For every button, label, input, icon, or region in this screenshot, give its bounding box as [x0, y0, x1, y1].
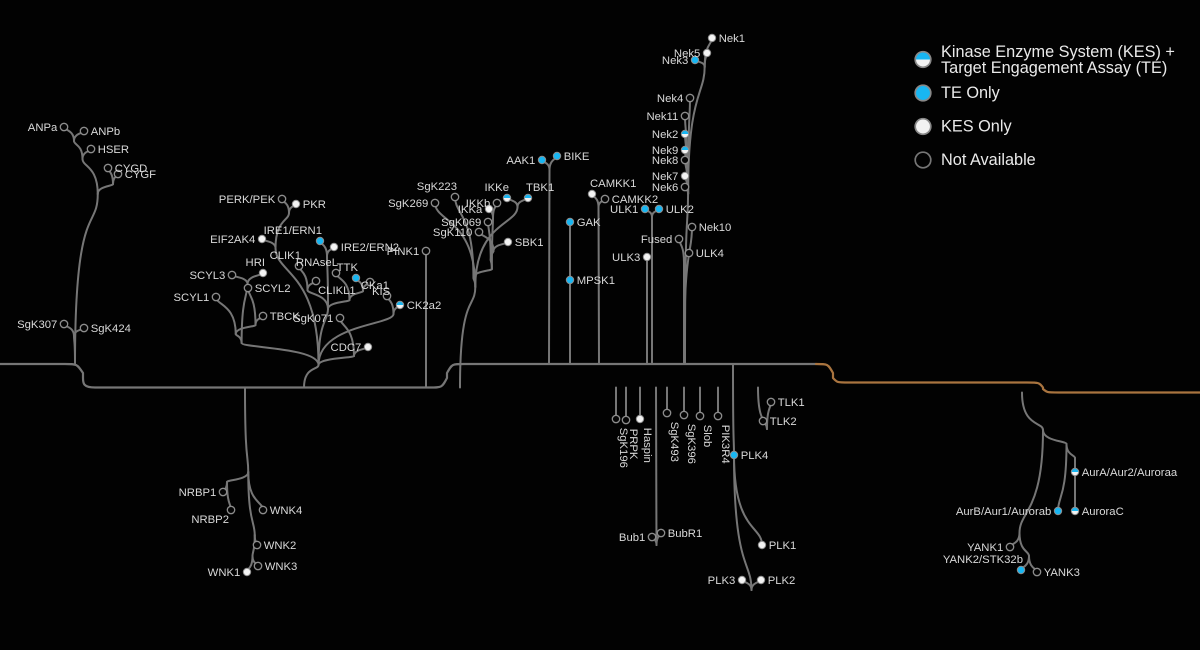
svg-text:Nek8: Nek8 — [652, 155, 678, 167]
svg-text:TLK1: TLK1 — [778, 397, 805, 409]
svg-text:ULK4: ULK4 — [696, 248, 724, 260]
svg-text:Nek3: Nek3 — [662, 55, 688, 67]
svg-text:SgK071: SgK071 — [293, 313, 333, 325]
svg-text:MPSK1: MPSK1 — [577, 275, 615, 287]
svg-text:EIF2AK4: EIF2AK4 — [210, 234, 255, 246]
svg-text:WNK1: WNK1 — [208, 567, 241, 579]
svg-text:SCYL2: SCYL2 — [255, 283, 291, 295]
svg-text:IKKa: IKKa — [458, 204, 483, 216]
svg-text:SgK223: SgK223 — [417, 181, 457, 193]
svg-text:IKKe: IKKe — [485, 182, 510, 194]
svg-text:PIK3R4: PIK3R4 — [719, 425, 731, 464]
svg-text:WNK3: WNK3 — [265, 561, 298, 573]
svg-text:WNK4: WNK4 — [270, 505, 303, 517]
svg-text:PLK3: PLK3 — [708, 575, 736, 587]
svg-text:KES Only: KES Only — [941, 118, 1012, 136]
svg-text:SgK493: SgK493 — [668, 422, 680, 462]
svg-text:TLK2: TLK2 — [770, 416, 797, 428]
svg-text:ULK3: ULK3 — [612, 252, 640, 264]
svg-text:PRPK: PRPK — [627, 429, 639, 460]
svg-text:Nek1: Nek1 — [719, 33, 745, 45]
svg-text:Nek6: Nek6 — [652, 182, 678, 194]
svg-text:SBK1: SBK1 — [515, 237, 544, 249]
svg-text:CK2a2: CK2a2 — [407, 300, 442, 312]
svg-text:CAMKK1: CAMKK1 — [590, 178, 636, 190]
svg-text:IRE1/ERN1: IRE1/ERN1 — [264, 225, 322, 237]
svg-text:Nek2: Nek2 — [652, 129, 678, 141]
svg-text:NRBP2: NRBP2 — [191, 514, 229, 526]
svg-text:TE Only: TE Only — [941, 84, 1001, 102]
svg-text:NRBP1: NRBP1 — [179, 487, 217, 499]
svg-text:PKR: PKR — [303, 199, 326, 211]
svg-text:Nek4: Nek4 — [657, 93, 683, 105]
svg-text:Nek11: Nek11 — [646, 111, 678, 123]
svg-text:TTK: TTK — [337, 262, 359, 274]
svg-text:YANK1: YANK1 — [967, 542, 1003, 554]
svg-text:WNK2: WNK2 — [264, 540, 297, 552]
svg-text:ANPb: ANPb — [91, 126, 121, 138]
svg-text:GAK: GAK — [577, 217, 601, 229]
svg-text:RNAseL: RNAseL — [296, 257, 338, 269]
svg-text:YANK3: YANK3 — [1044, 567, 1080, 579]
svg-text:HRI: HRI — [246, 257, 265, 269]
svg-text:SgK396: SgK396 — [685, 424, 697, 464]
svg-text:PERK/PEK: PERK/PEK — [219, 194, 276, 206]
svg-text:BIKE: BIKE — [564, 151, 590, 163]
svg-text:YANK2/STK32b: YANK2/STK32b — [943, 554, 1023, 566]
svg-text:Haspin: Haspin — [641, 428, 653, 463]
svg-text:SCYL1: SCYL1 — [174, 292, 210, 304]
svg-text:AuroraC: AuroraC — [1082, 506, 1124, 518]
svg-text:PLK4: PLK4 — [741, 450, 769, 462]
svg-text:ULK2: ULK2 — [666, 204, 694, 216]
svg-text:SCYL3: SCYL3 — [190, 270, 226, 282]
svg-text:PINK1: PINK1 — [387, 246, 420, 258]
svg-text:AurA/Aur2/Auroraa: AurA/Aur2/Auroraa — [1082, 467, 1178, 479]
svg-text:Target Engagement Assay (TE): Target Engagement Assay (TE) — [941, 59, 1167, 77]
svg-text:BubR1: BubR1 — [668, 528, 703, 540]
svg-text:Nek10: Nek10 — [699, 222, 732, 234]
svg-text:CDC7: CDC7 — [331, 342, 362, 354]
svg-text:SgK110: SgK110 — [433, 227, 472, 239]
svg-text:SgK424: SgK424 — [91, 323, 131, 335]
svg-text:PLK1: PLK1 — [769, 540, 797, 552]
svg-text:SgK269: SgK269 — [388, 198, 428, 210]
svg-text:AAK1: AAK1 — [506, 155, 535, 167]
svg-text:TBK1: TBK1 — [526, 182, 554, 194]
svg-text:PLK2: PLK2 — [768, 575, 796, 587]
svg-text:HSER: HSER — [98, 144, 129, 156]
svg-text:Not Available: Not Available — [941, 151, 1036, 169]
svg-text:Bub1: Bub1 — [619, 532, 645, 544]
svg-text:ULK1: ULK1 — [610, 204, 638, 216]
svg-text:AurB/Aur1/Aurorab: AurB/Aur1/Aurorab — [956, 506, 1051, 518]
svg-text:SgK307: SgK307 — [17, 319, 57, 331]
svg-text:Fused: Fused — [641, 234, 672, 246]
svg-text:CKa1: CKa1 — [361, 280, 389, 292]
svg-text:CLIKL1: CLIKL1 — [318, 285, 356, 297]
svg-text:Slob: Slob — [701, 425, 713, 448]
svg-text:ANPa: ANPa — [28, 122, 58, 134]
svg-text:CYGF: CYGF — [125, 169, 156, 181]
